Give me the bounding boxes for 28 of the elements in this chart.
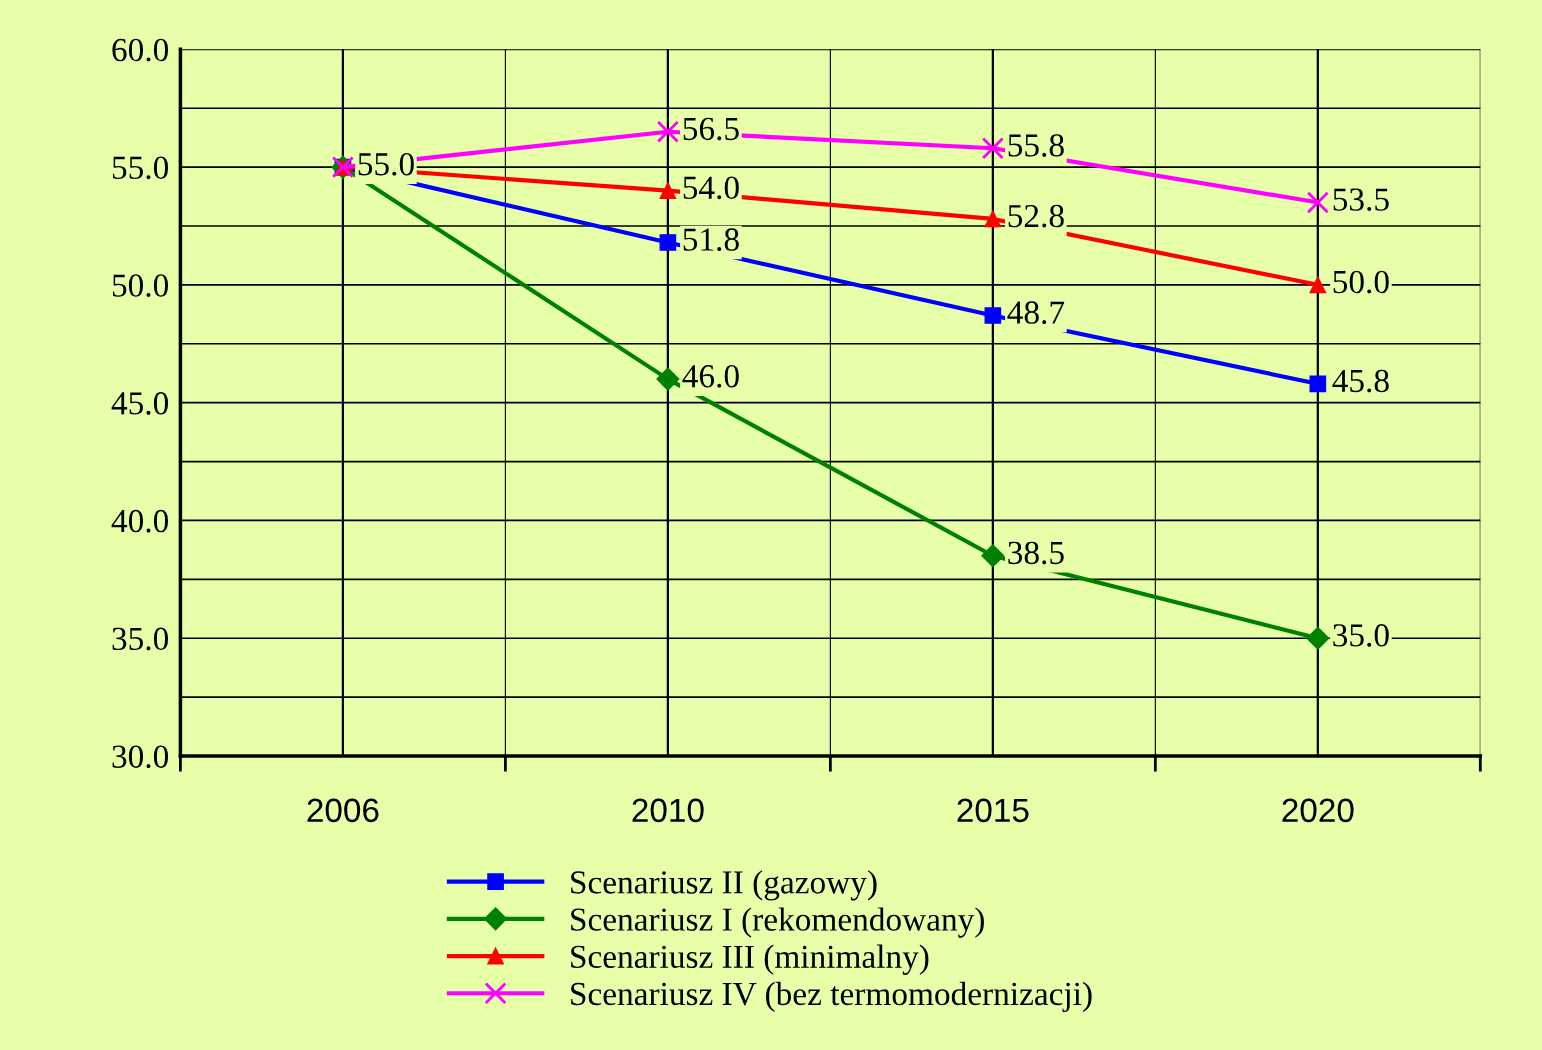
x-tick-label: 2010 [632, 798, 704, 823]
y-tick-label: 55.0 [112, 156, 169, 180]
data-label: 38.5 [1008, 541, 1064, 565]
data-label: 53.5 [1333, 188, 1389, 211]
y-tick-label: 50.0 [112, 274, 169, 297]
y-tick-label: 60.0 [112, 38, 169, 62]
y-tick-label: 35.0 [112, 627, 169, 651]
data-label: 55.0 [358, 152, 414, 176]
data-label: 55.8 [1008, 134, 1064, 157]
y-tick-label: 30.0 [112, 745, 169, 769]
data-label: 46.0 [682, 364, 739, 388]
data-label: 54.0 [683, 176, 739, 200]
x-tick-label: 2006 [307, 798, 379, 823]
y-tick-label: 45.0 [111, 392, 169, 415]
data-label: 51.8 [683, 228, 739, 251]
legend-label: Scenariusz III (minimalny) [571, 944, 929, 975]
x-tick-label: 2020 [1282, 798, 1354, 823]
x-tick-label: 2015 [957, 798, 1029, 823]
data-label: 48.7 [1007, 301, 1065, 325]
legend-label: Scenariusz IV (bez termomodernizacji) [571, 981, 1092, 1013]
legend-label: Scenariusz I (rekomendowany) [571, 907, 984, 938]
data-label: 35.0 [1333, 624, 1389, 647]
data-label: 56.5 [683, 117, 739, 141]
data-label: 45.8 [1332, 369, 1389, 393]
data-label: 50.0 [1333, 270, 1389, 294]
legend-label: Scenariusz II (gazowy) [571, 870, 877, 901]
data-label: 52.8 [1008, 204, 1064, 228]
y-tick-label: 40.0 [111, 509, 169, 533]
